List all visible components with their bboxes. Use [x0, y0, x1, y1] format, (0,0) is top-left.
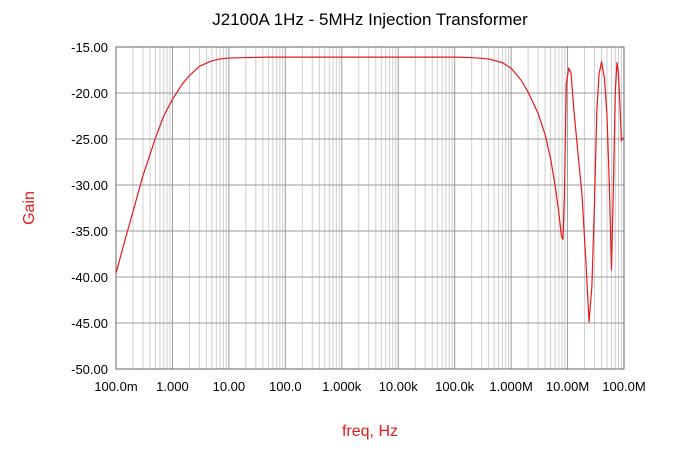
y-tick-label: -40.00	[71, 270, 108, 285]
y-tick-label: -15.00	[71, 40, 108, 55]
grid-layer	[115, 46, 624, 370]
y-tick-label: -30.00	[71, 178, 108, 193]
x-tick-label: 10.00	[213, 379, 246, 394]
x-tick-label: 100.0	[269, 379, 302, 394]
x-tick-label: 100.0M	[602, 379, 645, 394]
x-tick-label: 1.000k	[322, 379, 362, 394]
y-tick-label: -20.00	[71, 86, 108, 101]
tick-layer: 100.0m 1.000 10.00 100.0 1.000k 10.00k 100.0k 1…	[71, 40, 646, 394]
y-tick-label: -45.00	[71, 316, 108, 331]
x-tick-label: 1.000	[156, 379, 189, 394]
y-tick-label: -50.00	[71, 362, 108, 377]
y-tick-label: -25.00	[71, 132, 108, 147]
x-tick-label: 10.00k	[379, 379, 419, 394]
x-axis-label: freq, Hz	[342, 423, 398, 440]
x-tick-label: 1.000M	[489, 379, 532, 394]
plot-frame	[115, 46, 625, 370]
y-tick-label: -35.00	[71, 224, 108, 239]
chart-title: J2100A 1Hz - 5MHz Injection Transformer	[212, 10, 528, 29]
x-tick-label: 10.00M	[546, 379, 589, 394]
y-axis-label: Gain	[21, 191, 38, 225]
series-line	[115, 56, 625, 323]
x-tick-label: 100.0m	[94, 379, 137, 394]
x-tick-label: 100.0k	[435, 379, 475, 394]
